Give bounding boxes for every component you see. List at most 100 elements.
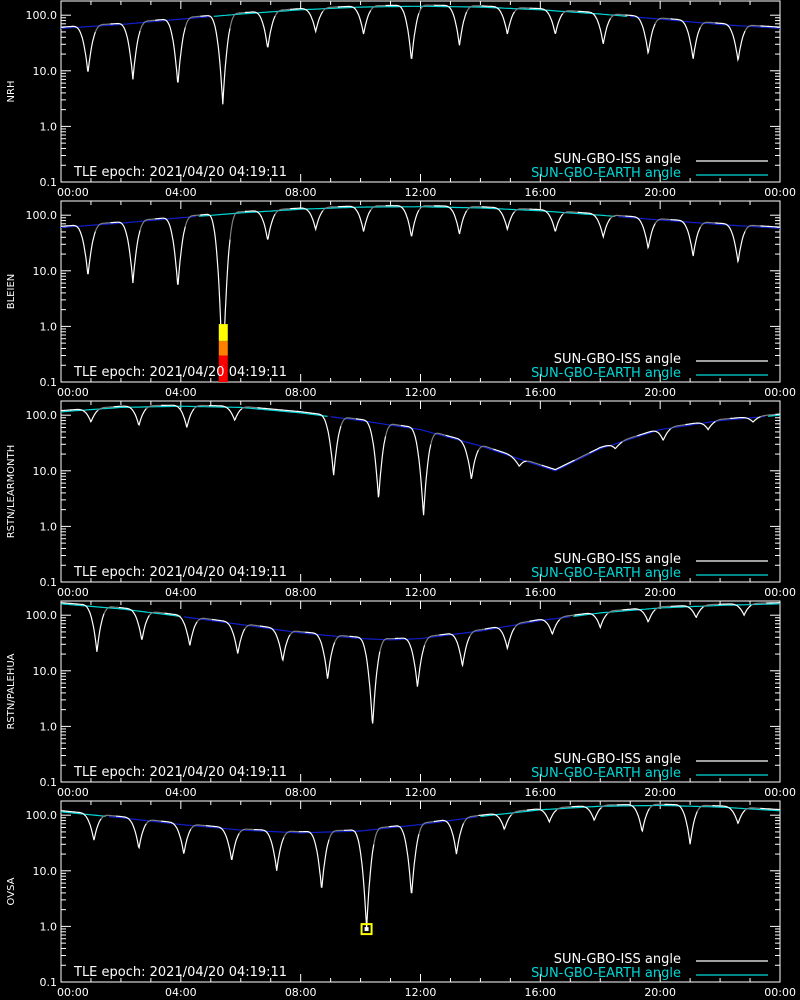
x-tick-label: 16:00 [524, 186, 556, 199]
iss-angle-line [418, 820, 434, 835]
x-tick-label: 16:00 [524, 986, 556, 999]
earth-angle-line [60, 603, 181, 617]
iss-angle-line [439, 633, 471, 668]
iss-angle-line [493, 448, 527, 467]
event-marker [360, 923, 373, 936]
iss-angle-line [562, 10, 578, 15]
iss-angle-line [529, 208, 564, 232]
iss-angle-line [97, 406, 114, 411]
iss-angle-line [139, 19, 155, 31]
iss-angle-line [241, 406, 258, 410]
iss-angle-line [649, 803, 665, 809]
iss-angle-line [61, 602, 105, 652]
iss-angle-line [445, 434, 480, 479]
iss-angle-line [322, 6, 338, 12]
iss-angle-line [510, 809, 527, 816]
iss-angle-line [625, 14, 656, 56]
event-marker-core [364, 927, 369, 932]
earth-angle-line [330, 415, 766, 472]
iss-angle-line [703, 603, 719, 608]
iss-angle-line [559, 614, 575, 621]
x-tick-label: 12:00 [405, 586, 437, 599]
x-tick-label: 00:00 [57, 586, 89, 599]
iss-angle-line [274, 8, 291, 17]
iss-angle-line [481, 206, 515, 232]
event-marker [218, 324, 228, 341]
iss-angle-line [103, 606, 119, 614]
iss-angle-line [670, 424, 686, 430]
y-tick-label: 1.0 [40, 720, 58, 733]
iss-angle-line [290, 207, 324, 232]
iss-angle-line [60, 224, 96, 275]
iss-angle-line [259, 625, 291, 662]
y-tick-label: 100.0 [26, 809, 58, 822]
iss-angle-line [184, 214, 201, 227]
earth-angle-line [213, 5, 628, 17]
y-tick-label: 10.0 [33, 865, 58, 878]
iss-angle-line [148, 611, 165, 616]
iss-angle-line [385, 4, 420, 59]
x-tick-label: 04:00 [165, 386, 197, 399]
iss-angle-line [621, 435, 638, 443]
iss-angle-line [229, 210, 245, 240]
iss-angle-line [712, 805, 746, 825]
x-tick-label: 04:00 [165, 186, 197, 199]
tle-epoch-label: TLE epoch: 2021/04/20 04:19:11 [73, 965, 287, 980]
iss-angle-line [478, 813, 512, 831]
y-tick-label: 1.0 [40, 120, 58, 133]
x-tick-label: 08:00 [285, 786, 317, 799]
event-marker [218, 355, 228, 366]
legend-iss-label: SUN-GBO-ISS angle [554, 552, 681, 567]
iss-angle-line [190, 824, 206, 830]
iss-angle-line [337, 5, 372, 35]
y-tick-label: 100.0 [26, 209, 58, 222]
iss-angle-line [370, 4, 386, 11]
x-tick-label: 16:00 [524, 786, 556, 799]
y-tick-label: 10.0 [33, 465, 58, 478]
iss-angle-line [607, 609, 623, 615]
iss-angle-line [328, 829, 345, 840]
iss-angle-line [760, 413, 776, 418]
iss-angle-line [622, 608, 656, 623]
x-tick-label: 00:00 [764, 986, 796, 999]
y-axis-label: BLEIEN [6, 274, 17, 310]
x-tick-label: 20:00 [644, 586, 676, 599]
iss-angle-line [304, 631, 336, 679]
y-tick-label: 1.0 [40, 920, 58, 933]
earth-angle-line [60, 16, 211, 29]
iss-angle-line [370, 205, 386, 211]
earth-angle-line [60, 405, 328, 417]
tle-epoch-label: TLE epoch: 2021/04/20 04:19:11 [73, 365, 287, 380]
iss-angle-line [699, 21, 716, 28]
iss-angle-line [94, 222, 111, 232]
iss-angle-line [526, 808, 558, 824]
iss-angle-line [184, 15, 201, 28]
iss-angle-line [714, 417, 731, 423]
x-tick-label: 00:00 [764, 386, 796, 399]
iss-angle-line [193, 404, 209, 410]
iss-angle-line [154, 19, 186, 83]
iss-angle-line [100, 814, 117, 820]
y-tick-label: 1.0 [40, 520, 58, 533]
earth-angle-line [573, 603, 781, 617]
iss-angle-line [430, 432, 446, 445]
y-tick-label: 100.0 [26, 609, 58, 622]
iss-angle-line [340, 417, 356, 427]
iss-angle-line [670, 605, 704, 619]
iss-angle-line [337, 205, 372, 232]
y-axis-label: OVSA [6, 877, 17, 905]
iss-angle-line [744, 224, 761, 232]
x-tick-label: 16:00 [524, 586, 556, 599]
iss-angle-line [274, 208, 291, 215]
earth-angle-line [480, 804, 781, 817]
x-tick-label: 04:00 [165, 986, 197, 999]
iss-angle-line [154, 217, 186, 285]
tle-epoch-label: TLE epoch: 2021/04/20 04:19:11 [73, 565, 287, 580]
iss-angle-line [718, 603, 752, 617]
iss-angle-line [388, 825, 420, 894]
iss-angle-line [212, 618, 246, 654]
iss-angle-line [469, 628, 485, 637]
iss-angle-line [715, 22, 746, 63]
iss-angle-line [433, 819, 465, 855]
iss-angle-line [110, 22, 141, 80]
